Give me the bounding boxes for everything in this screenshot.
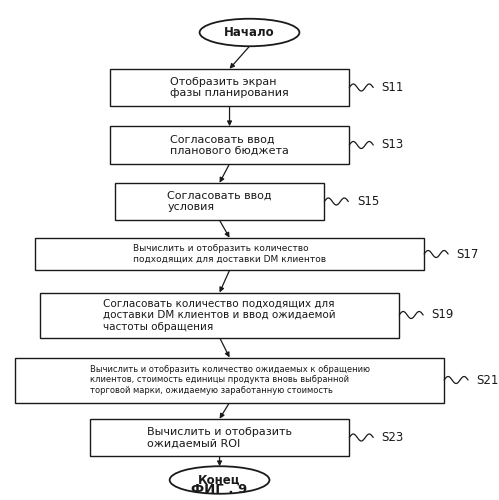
- Ellipse shape: [170, 466, 269, 494]
- Text: Согласовать количество подходящих для
доставки DM клиентов и ввод ожидаемой
част: Согласовать количество подходящих для до…: [103, 298, 336, 332]
- Text: Согласовать ввод
условия: Согласовать ввод условия: [167, 190, 272, 212]
- Text: S15: S15: [357, 195, 379, 208]
- Ellipse shape: [200, 18, 299, 46]
- Text: Вычислить и отобразить количество ожидаемых к обращению
клиентов, стоимость един: Вычислить и отобразить количество ожидае…: [89, 365, 370, 395]
- FancyBboxPatch shape: [90, 419, 349, 456]
- FancyBboxPatch shape: [35, 238, 424, 270]
- Text: Конец: Конец: [198, 474, 241, 486]
- FancyBboxPatch shape: [15, 358, 444, 403]
- Text: S19: S19: [432, 308, 454, 322]
- Text: Вычислить и отобразить количество
подходящих для доставки DM клиентов: Вычислить и отобразить количество подход…: [133, 244, 326, 264]
- Text: Начало: Начало: [224, 26, 275, 39]
- FancyBboxPatch shape: [40, 292, 399, 338]
- Text: S11: S11: [382, 81, 404, 94]
- FancyBboxPatch shape: [110, 69, 349, 106]
- FancyBboxPatch shape: [110, 126, 349, 164]
- Text: ФИГ . 9: ФИГ . 9: [192, 483, 248, 496]
- Text: S21: S21: [477, 374, 499, 386]
- Text: S13: S13: [382, 138, 404, 151]
- Text: Вычислить и отобразить
ожидаемый ROI: Вычислить и отобразить ожидаемый ROI: [147, 426, 292, 448]
- FancyBboxPatch shape: [115, 182, 324, 220]
- Text: Согласовать ввод
планового бюджета: Согласовать ввод планового бюджета: [170, 134, 289, 156]
- Text: S17: S17: [457, 248, 479, 260]
- Text: S23: S23: [382, 431, 404, 444]
- Text: Отобразить экран
фазы планирования: Отобразить экран фазы планирования: [170, 76, 289, 98]
